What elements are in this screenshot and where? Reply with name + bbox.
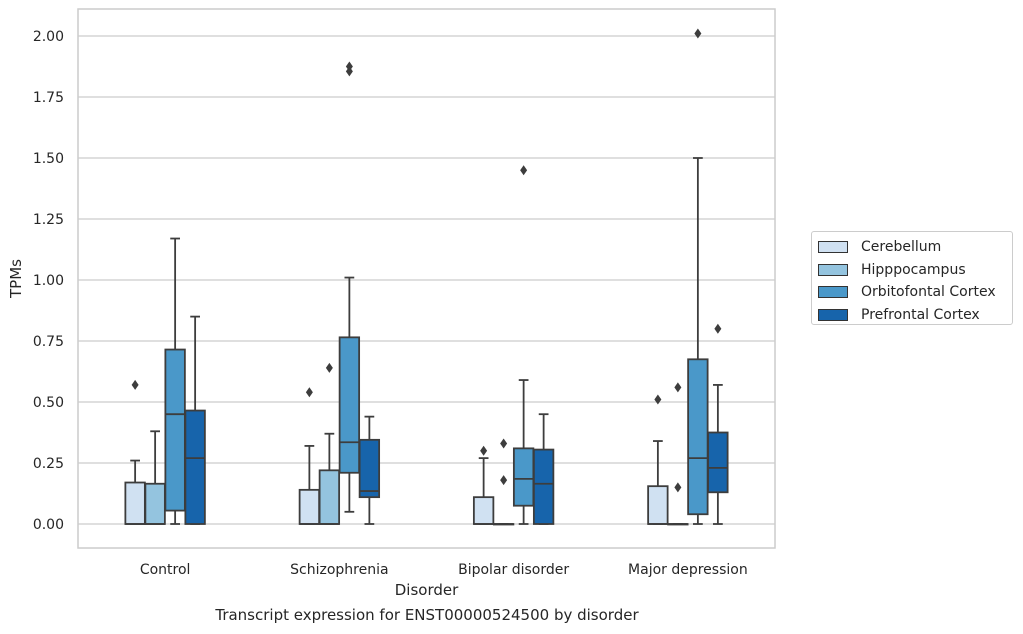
x-axis-ticks: Control Schizophrenia Bipolar disorder Majo… — [140, 562, 748, 578]
iqr-box — [298, 488, 321, 525]
y-tick-label: 0.00 — [33, 517, 64, 533]
iqr-box — [707, 431, 729, 494]
box-2-3 — [687, 28, 709, 525]
iqr-box — [687, 358, 709, 516]
legend-item-prefrontal-cortex: Prefrontal Cortex — [818, 304, 1012, 327]
box-2-2 — [512, 165, 535, 525]
chart-caption: Transcript expression for ENST0000052450… — [215, 606, 639, 624]
legend-item-hippocampus: Hipppocampus — [818, 259, 1012, 282]
outlier-point — [480, 445, 488, 456]
box-2-0 — [164, 237, 186, 525]
iqr-box — [512, 447, 535, 507]
iqr-box — [318, 469, 341, 525]
iqr-box — [532, 448, 555, 525]
box-1-0 — [144, 430, 166, 525]
y-tick-label: 1.50 — [33, 151, 64, 167]
legend-swatch — [818, 286, 848, 299]
outlier-point — [654, 394, 662, 405]
box-0-3 — [647, 394, 669, 525]
box-3-3 — [707, 323, 729, 525]
legend: Cerebellum Hipppocampus Orbitofontal Cor… — [811, 231, 1013, 325]
legend-label: Hipppocampus — [861, 261, 966, 278]
legend-item-cerebellum: Cerebellum — [818, 236, 1012, 259]
box-3-0 — [184, 315, 206, 525]
box-1-1 — [318, 362, 341, 525]
outlier-point — [345, 61, 353, 72]
x-axis-label: Disorder — [395, 581, 459, 599]
iqr-box — [144, 482, 166, 525]
box-0-1 — [298, 387, 321, 525]
box-1-3 — [667, 382, 689, 526]
iqr-box — [184, 409, 206, 525]
y-axis-label: TPMs — [7, 259, 25, 299]
plot-frame — [77, 8, 776, 549]
box-3-1 — [358, 415, 381, 525]
y-tick-label: 0.25 — [33, 456, 64, 472]
box-1-2 — [492, 438, 515, 526]
outlier-point — [674, 382, 682, 393]
box-2-1 — [338, 61, 361, 513]
iqr-box — [472, 496, 495, 525]
y-tick-label: 1.25 — [33, 212, 64, 228]
iqr-box — [647, 485, 669, 525]
outlier-point — [520, 165, 528, 176]
iqr-box — [124, 481, 146, 525]
legend-label: Prefrontal Cortex — [861, 306, 980, 323]
outlier-point — [305, 387, 313, 398]
x-tick-label: Bipolar disorder — [458, 562, 569, 578]
outlier-point — [674, 482, 682, 493]
box-0-2 — [472, 445, 495, 525]
x-tick-label: Schizophrenia — [290, 562, 388, 578]
y-tick-label: 0.50 — [33, 395, 64, 411]
legend-item-orbitofrontal-cortex: Orbitofontal Cortex — [818, 281, 1012, 304]
outlier-point — [325, 362, 333, 373]
iqr-box — [164, 348, 186, 512]
legend-swatch — [818, 263, 848, 276]
outlier-point — [500, 475, 508, 486]
outlier-point — [694, 28, 702, 39]
legend-swatch — [818, 308, 848, 321]
iqr-box — [338, 336, 361, 474]
outlier-point — [131, 379, 139, 390]
outlier-point — [500, 438, 508, 449]
y-tick-label: 2.00 — [33, 29, 64, 45]
legend-swatch — [818, 241, 848, 254]
y-tick-label: 1.00 — [33, 273, 64, 289]
y-tick-label: 1.75 — [33, 90, 64, 106]
legend-label: Orbitofontal Cortex — [861, 284, 996, 301]
box-0-0 — [124, 379, 146, 525]
plot-series — [124, 28, 729, 526]
legend-label: Cerebellum — [861, 239, 942, 256]
outlier-point — [714, 323, 722, 334]
iqr-box — [358, 438, 381, 499]
x-tick-label: Major depression — [628, 562, 748, 578]
x-tick-label: Control — [140, 562, 191, 578]
box-3-2 — [532, 413, 555, 525]
y-tick-label: 0.75 — [33, 334, 64, 350]
y-axis-ticks: 0.00 0.25 0.50 0.75 1.00 1.25 1.50 1.75 2.00 — [33, 29, 64, 533]
